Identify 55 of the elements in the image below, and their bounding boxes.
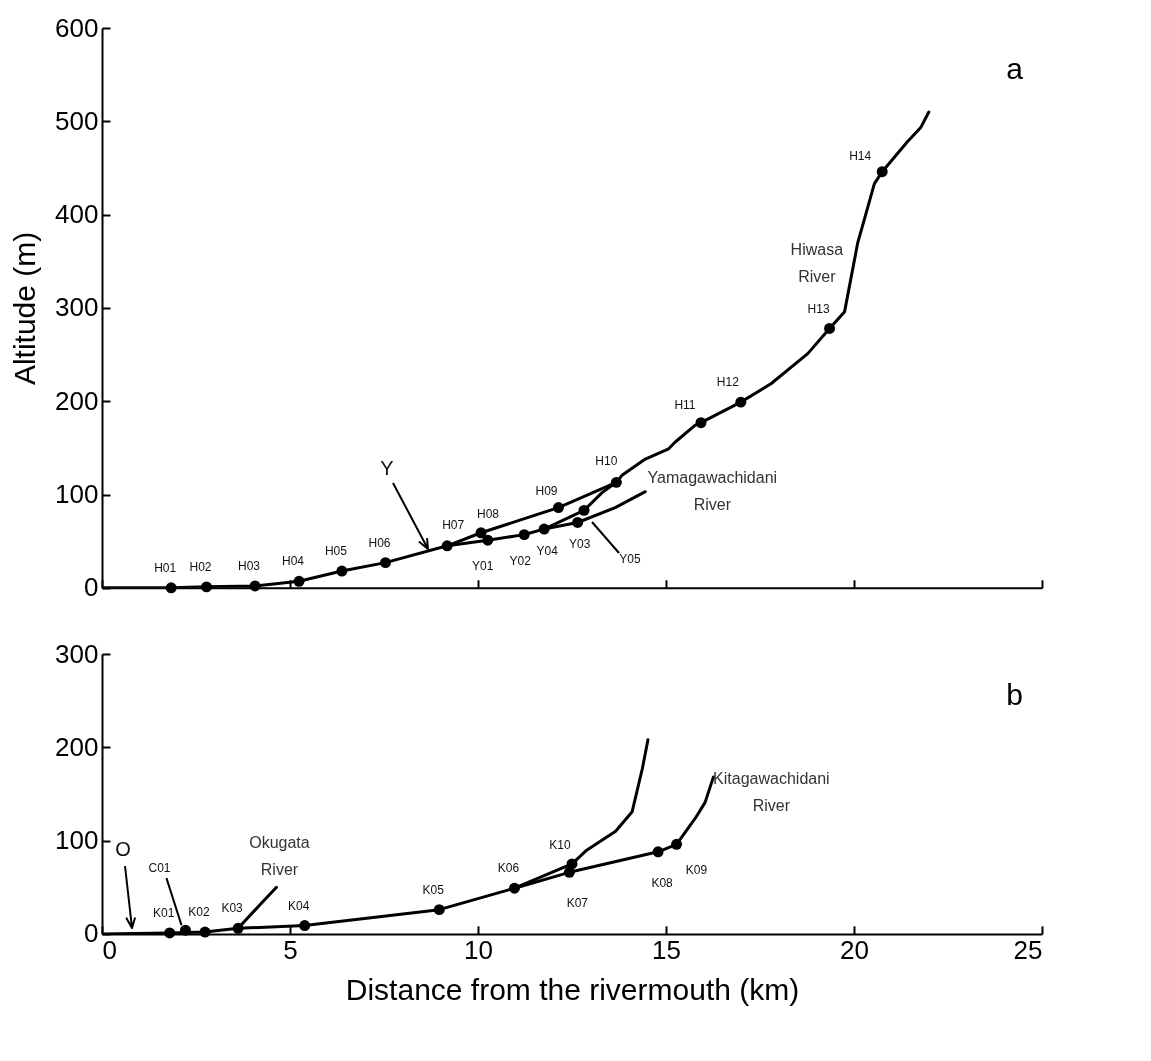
annotation: K01 bbox=[153, 905, 175, 920]
annotation: K10 bbox=[549, 837, 571, 852]
y-tick-label: 500 bbox=[55, 105, 99, 136]
series-label: Kitagawachidani River bbox=[713, 770, 830, 815]
annotation: Y02 bbox=[509, 553, 532, 568]
annotation: H13 bbox=[807, 302, 830, 317]
annotation: H06 bbox=[368, 535, 391, 550]
y-tick-label: 300 bbox=[55, 638, 99, 669]
annotation: H03 bbox=[238, 558, 261, 573]
annotation: H07 bbox=[442, 517, 465, 532]
x-tick-label: 10 bbox=[464, 935, 493, 966]
annotation: H14 bbox=[849, 148, 872, 163]
annotation: K06 bbox=[497, 861, 520, 876]
text: a bbox=[1006, 52, 1024, 85]
annotation: K03 bbox=[221, 901, 244, 916]
y-axis-title: Altitude (m) bbox=[8, 231, 42, 386]
annotation: K05 bbox=[422, 882, 445, 897]
y-tick-label: 0 bbox=[84, 572, 99, 603]
series-label: Okugata River bbox=[249, 834, 310, 879]
x-tick-label: 20 bbox=[840, 935, 869, 966]
x-axis-title: Distance from the rivermouth (km) bbox=[345, 973, 800, 1007]
x-tick-label: 5 bbox=[283, 935, 298, 966]
annotation: K02 bbox=[188, 905, 211, 920]
annotation: H11 bbox=[674, 397, 696, 412]
annotation: K07 bbox=[566, 896, 589, 911]
series-label: Hiwasa River bbox=[790, 240, 844, 285]
y-tick-label: 200 bbox=[55, 731, 99, 762]
annotation: H12 bbox=[716, 375, 740, 390]
annotation: Y05 bbox=[619, 552, 641, 566]
annotation: H10 bbox=[595, 454, 618, 469]
y-tick-label: 400 bbox=[55, 199, 99, 230]
x-tick-label: 15 bbox=[652, 935, 681, 966]
annotation: K09 bbox=[685, 863, 708, 878]
annotation: H08 bbox=[477, 506, 500, 521]
annotation: Y03 bbox=[568, 537, 591, 552]
annotation: H01 bbox=[154, 560, 177, 575]
annotation: C01 bbox=[148, 861, 171, 876]
annotation: H04 bbox=[282, 554, 305, 569]
y-tick-label: 100 bbox=[55, 479, 99, 509]
annotation: H09 bbox=[535, 483, 558, 498]
y-tick-label: 300 bbox=[55, 292, 99, 323]
x-tick-label: 25 bbox=[1013, 935, 1043, 966]
annotation: K08 bbox=[651, 875, 674, 890]
annotation: Y04 bbox=[536, 544, 559, 559]
y-tick-label: 100 bbox=[55, 825, 99, 856]
annotation: Y01 bbox=[472, 559, 494, 574]
annotation: O bbox=[115, 838, 131, 860]
series-label: Yamagawachidani River bbox=[647, 468, 778, 513]
annotation: H05 bbox=[324, 544, 348, 559]
annotation: H02 bbox=[189, 559, 212, 574]
y-tick-label: 200 bbox=[55, 385, 99, 416]
y-tick-label: 600 bbox=[55, 12, 99, 43]
annotation: Y bbox=[380, 457, 394, 479]
text: b bbox=[1006, 678, 1023, 711]
annotation: K04 bbox=[287, 898, 310, 913]
